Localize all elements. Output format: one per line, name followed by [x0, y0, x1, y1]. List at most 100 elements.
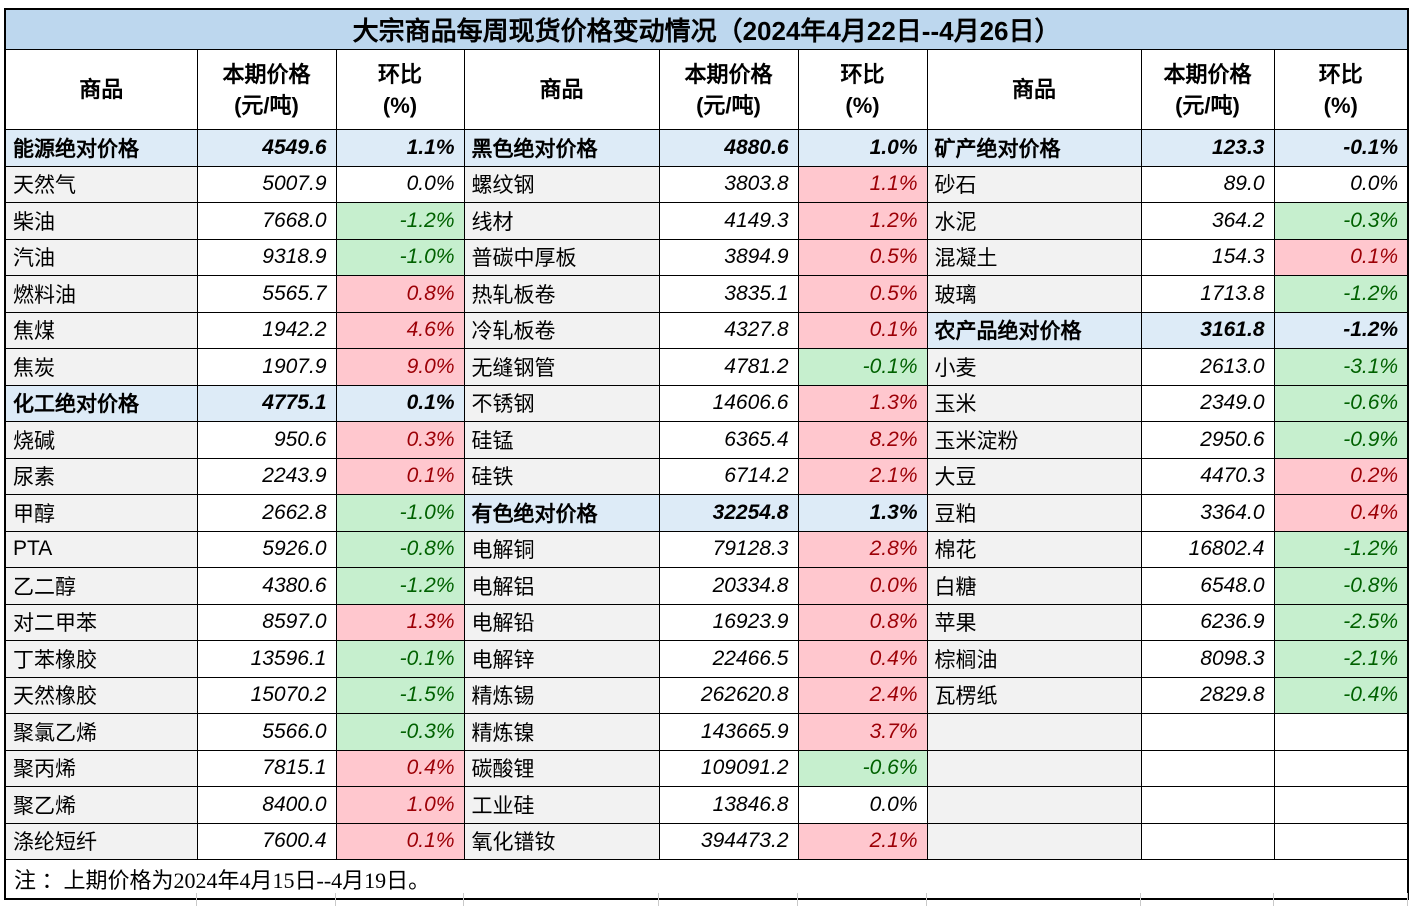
chg-cell: 0.4%: [797, 640, 928, 678]
commodity-name-cell: 有色绝对价格: [463, 494, 660, 532]
price-cell: 16923.9: [658, 603, 799, 641]
price-cell: 5565.7: [196, 275, 337, 313]
commodity-name-cell: 玉米: [926, 384, 1142, 422]
table-row: 丁苯橡胶 13596.1 -0.1% 电解锌 22466.5 0.4% 棕榈油 8098.3-…: [4, 640, 1409, 678]
chg-cell: -1.2%: [1273, 275, 1409, 313]
price-cell: 143665.9: [658, 713, 799, 751]
col-header-price-line2: (元/吨): [1175, 92, 1240, 118]
col-header-price: 本期价格 (元/吨): [196, 49, 337, 130]
table-row: 能源绝对价格 4549.6 1.1% 黑色绝对价格 4880.6 1.0% 矿产绝对价格 12…: [4, 129, 1409, 167]
price-cell: 3835.1: [658, 275, 799, 313]
chg-cell: 2.1%: [797, 822, 928, 860]
table-body: 能源绝对价格 4549.6 1.1% 黑色绝对价格 4880.6 1.0% 矿产绝对价格 12…: [4, 129, 1409, 860]
chg-cell: -0.1%: [335, 640, 465, 678]
sheet-gridline: [335, 893, 336, 906]
chg-cell: 0.1%: [1273, 238, 1409, 276]
chg-cell: -0.1%: [1273, 129, 1409, 167]
price-cell: 7600.4: [196, 822, 337, 860]
table-row: 焦煤 1942.2 4.6% 冷轧板卷 4327.8 0.1% 农产品绝对价格 3161.8-…: [4, 311, 1409, 349]
sheet-gridline: [797, 893, 798, 906]
chg-cell: [1273, 822, 1409, 860]
price-cell: 32254.8: [658, 494, 799, 532]
price-cell: 4549.6: [196, 129, 337, 167]
commodity-name-cell: 矿产绝对价格: [926, 129, 1142, 167]
commodity-name-cell: 白糖: [926, 567, 1142, 605]
price-cell: 950.6: [196, 421, 337, 459]
sheet-gridline: [1407, 893, 1408, 906]
table-row: 天然气 5007.9 0.0% 螺纹钢 3803.8 1.1% 砂石 89.0 0.0%: [4, 165, 1409, 203]
commodity-name-cell: 瓦楞纸: [926, 676, 1142, 714]
chg-cell: 1.2%: [797, 202, 928, 240]
price-cell: 8098.3: [1140, 640, 1275, 678]
commodity-name-cell: 电解锌: [463, 640, 660, 678]
commodity-name-cell: 精炼镍: [463, 713, 660, 751]
commodity-name-cell: 玻璃: [926, 275, 1142, 313]
commodity-name-cell: 丁苯橡胶: [4, 640, 198, 678]
price-cell: 123.3: [1140, 129, 1275, 167]
commodity-name-cell: 聚乙烯: [4, 786, 198, 824]
price-cell: 5926.0: [196, 530, 337, 568]
chg-cell: 4.6%: [335, 311, 465, 349]
commodity-name-cell: 热轧板卷: [463, 275, 660, 313]
commodity-name-cell: [926, 749, 1142, 787]
commodity-name-cell: 小麦: [926, 348, 1142, 386]
table-row: 甲醇 2662.8 -1.0% 有色绝对价格 32254.8 1.3% 豆粕 3364.0 0.…: [4, 494, 1409, 532]
price-cell: 9318.9: [196, 238, 337, 276]
commodity-name-cell: [926, 713, 1142, 751]
table-row: 化工绝对价格 4775.1 0.1% 不锈钢 14606.6 1.3% 玉米 2349.0 -0…: [4, 384, 1409, 422]
sheet-gridline: [463, 893, 464, 906]
table-row: PTA 5926.0 -0.8% 电解铜 79128.3 2.8% 棉花 16802.4 -1.…: [4, 530, 1409, 568]
price-cell: 3803.8: [658, 165, 799, 203]
chg-cell: [1273, 749, 1409, 787]
table-row: 涤纶短纤 7600.4 0.1% 氧化镨钕 394473.2 2.1%: [4, 822, 1409, 860]
commodity-name-cell: 豆粕: [926, 494, 1142, 532]
chg-cell: -0.3%: [1273, 202, 1409, 240]
chg-cell: -0.6%: [1273, 384, 1409, 422]
price-cell: 2243.9: [196, 457, 337, 495]
price-cell: [1140, 713, 1275, 751]
price-cell: 8597.0: [196, 603, 337, 641]
commodity-name-cell: 对二甲苯: [4, 603, 198, 641]
price-cell: 79128.3: [658, 530, 799, 568]
chg-cell: 0.8%: [797, 603, 928, 641]
price-cell: [1140, 749, 1275, 787]
chg-cell: -0.8%: [335, 530, 465, 568]
commodity-name-cell: 普碳中厚板: [463, 238, 660, 276]
price-cell: 1942.2: [196, 311, 337, 349]
chg-cell: 0.3%: [335, 421, 465, 459]
col-header-price: 本期价格 (元/吨): [1140, 49, 1275, 130]
commodity-name-cell: 涤纶短纤: [4, 822, 198, 860]
commodity-name-cell: 螺纹钢: [463, 165, 660, 203]
commodity-name-cell: 焦炭: [4, 348, 198, 386]
commodity-name-cell: 能源绝对价格: [4, 129, 198, 167]
col-header-commodity: 商品: [4, 49, 198, 130]
commodity-name-cell: 碳酸锂: [463, 749, 660, 787]
chg-cell: 1.1%: [797, 165, 928, 203]
chg-cell: 1.0%: [335, 786, 465, 824]
chg-cell: 1.3%: [797, 384, 928, 422]
col-header-chg-line1: 环比: [1318, 61, 1363, 87]
commodity-name-cell: 不锈钢: [463, 384, 660, 422]
chg-cell: 1.1%: [335, 129, 465, 167]
table-row: 焦炭 1907.9 9.0% 无缝钢管 4781.2 -0.1% 小麦 2613.0 -3.1%: [4, 348, 1409, 386]
col-header-chg: 环比 (%): [797, 49, 928, 130]
table-row: 烧碱 950.6 0.3% 硅锰 6365.4 8.2% 玉米淀粉 2950.6 -0.9%: [4, 421, 1409, 459]
price-cell: [1140, 786, 1275, 824]
price-cell: 20334.8: [658, 567, 799, 605]
price-cell: 3894.9: [658, 238, 799, 276]
col-header-commodity: 商品: [463, 49, 660, 130]
price-cell: 2829.8: [1140, 676, 1275, 714]
price-cell: [1140, 822, 1275, 860]
table-row: 天然橡胶 15070.2 -1.5% 精炼锡 262620.8 2.4% 瓦楞纸 2829.8…: [4, 676, 1409, 714]
chg-cell: 0.5%: [797, 238, 928, 276]
commodity-name-cell: 黑色绝对价格: [463, 129, 660, 167]
table-row: 汽油 9318.9 -1.0% 普碳中厚板 3894.9 0.5% 混凝土 154.3 0.1%: [4, 238, 1409, 276]
commodity-name-cell: 天然气: [4, 165, 198, 203]
commodity-name-cell: 燃料油: [4, 275, 198, 313]
col-header-price-line1: 本期价格: [1163, 61, 1252, 87]
price-cell: 394473.2: [658, 822, 799, 860]
commodity-name-cell: 线材: [463, 202, 660, 240]
col-header-chg-line2: (%): [382, 92, 418, 118]
price-cell: 3364.0: [1140, 494, 1275, 532]
